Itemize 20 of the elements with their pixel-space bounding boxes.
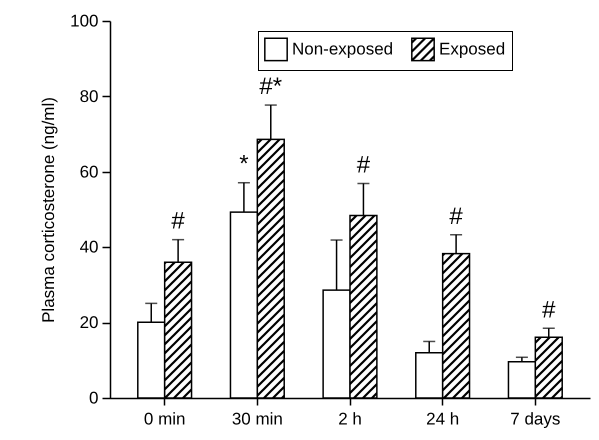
y-tick-label: 80 (80, 86, 98, 106)
y-axis-title: Plasma corticosterone (ng/ml) (39, 97, 58, 323)
y-tick-label: 100 (70, 12, 98, 30)
y-tick-label: 60 (80, 162, 98, 182)
x-tick-label: 0 min (144, 410, 186, 428)
x-tick-label: 7 days (510, 410, 560, 428)
x-tick-label: 24 h (426, 410, 460, 428)
annotation: # (171, 208, 186, 235)
x-tick-label: 30 min (232, 410, 283, 428)
y-tick-label: 0 (89, 388, 98, 408)
y-tick-label: 40 (80, 238, 98, 257)
annotation: * (239, 150, 249, 178)
x-tick-label: 2 h (338, 410, 362, 428)
annotation: # (542, 296, 556, 324)
y-tick-label: 20 (80, 313, 98, 332)
annotation: #* (259, 73, 282, 100)
annotation: # (356, 151, 371, 178)
annotation: # (449, 202, 464, 230)
legend-label: Non-exposed (292, 39, 394, 58)
legend-label: Exposed (439, 39, 506, 58)
